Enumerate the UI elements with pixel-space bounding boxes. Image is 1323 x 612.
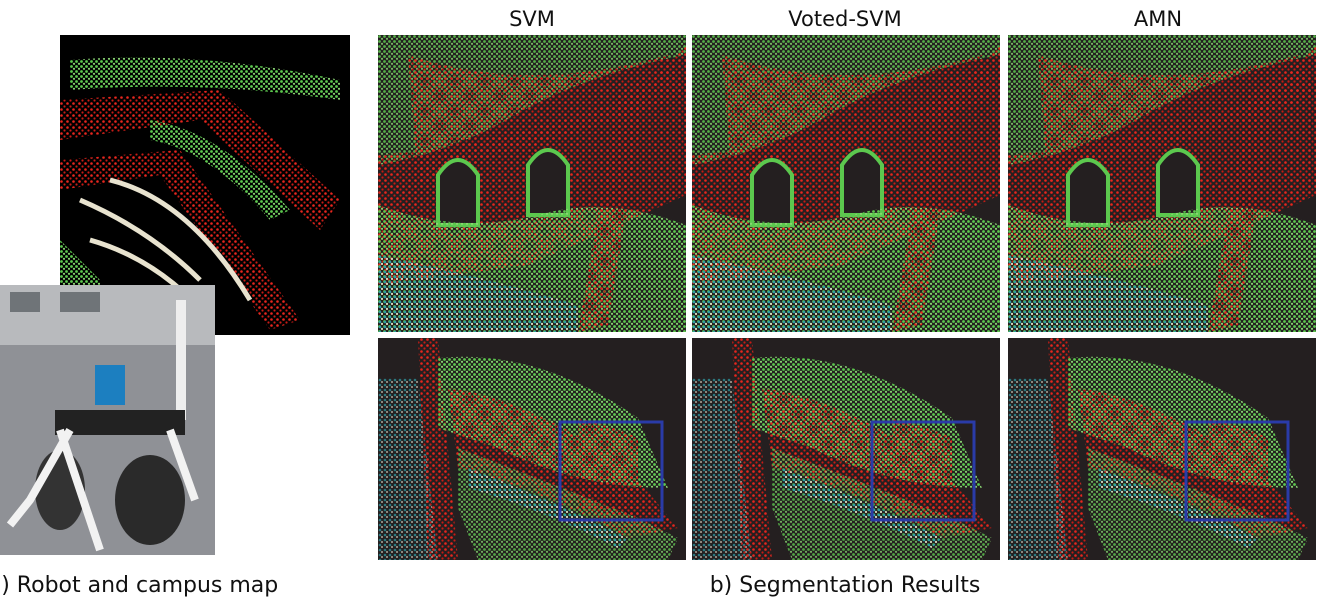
robot-photo: [0, 285, 215, 555]
segmentation-image: [1008, 338, 1316, 560]
caption: a) Robot and campus map: [0, 573, 278, 598]
column-title: Voted-SVM: [788, 7, 901, 31]
figure: SVM Voted-SVM AMN a) Robot and campus ma…: [0, 0, 1323, 608]
segmentation-image: [1008, 35, 1316, 332]
page: {"column_titles": ["SVM", "Voted-SVM", "…: [0, 0, 1323, 608]
column-title: AMN: [1134, 7, 1182, 31]
segmentation-image: [692, 338, 1000, 560]
segmentation-image: [692, 35, 1000, 332]
segmentation-image: [378, 35, 686, 332]
column-title: SVM: [509, 7, 555, 31]
caption: b) Segmentation Results: [710, 573, 981, 598]
segmentation-image: [378, 338, 686, 560]
